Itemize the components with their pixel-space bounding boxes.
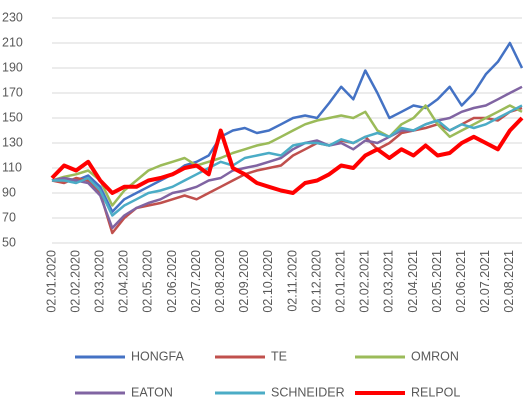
x-tick-label: 02.06.2021 [454,250,468,313]
legend-label: OMRON [411,349,459,363]
y-tick-label: 70 [2,210,16,224]
x-tick-label: 02.08.2021 [502,250,516,313]
y-tick-label: 50 [2,235,16,249]
x-tick-label: 02.03.2021 [382,250,396,313]
legend-label: TE [271,349,287,363]
series-line [51,106,523,235]
series-line [52,104,523,217]
x-tick-label: 02.07.2021 [478,250,492,313]
y-tick-label: 130 [2,135,23,149]
x-tick-label: 02.04.2021 [406,250,420,313]
x-tick-label: 02.02.2020 [68,250,82,313]
series-line [50,116,524,195]
x-tick-label: 02.06.2020 [165,250,179,313]
y-tick-label: 170 [2,85,23,99]
x-tick-label: 02.11.2020 [285,250,299,312]
legend-label: EATON [131,385,173,399]
y-tick-label: 150 [2,110,23,124]
x-tick-label: 02.05.2020 [141,250,155,313]
x-tick-label: 02.08.2020 [213,250,227,313]
x-tick-label: 02.09.2020 [237,250,251,313]
legend-label: HONGFA [131,349,184,363]
legend-label: SCHNEIDER [271,385,345,399]
y-tick-label: 190 [2,60,23,74]
x-tick-label: 02.05.2021 [430,250,444,313]
series-line [51,85,523,230]
x-tick-label: 02.03.2020 [93,250,107,313]
x-tick-label: 02.04.2020 [117,250,131,313]
x-tick-label: 02.10.2020 [261,250,275,313]
series-line [51,41,524,214]
x-tick-label: 02.01.2020 [44,250,58,313]
y-tick-label: 230 [2,10,23,24]
y-tick-label: 90 [2,185,16,199]
x-tick-label: 02.01.2021 [334,250,348,313]
x-tick-label: 02.07.2020 [189,250,203,313]
y-tick-label: 210 [2,35,23,49]
x-tick-label: 02.02.2021 [358,250,372,313]
legend-label: RELPOL [411,385,460,399]
y-tick-label: 110 [2,160,22,174]
x-tick-label: 02.12.2020 [309,250,323,313]
